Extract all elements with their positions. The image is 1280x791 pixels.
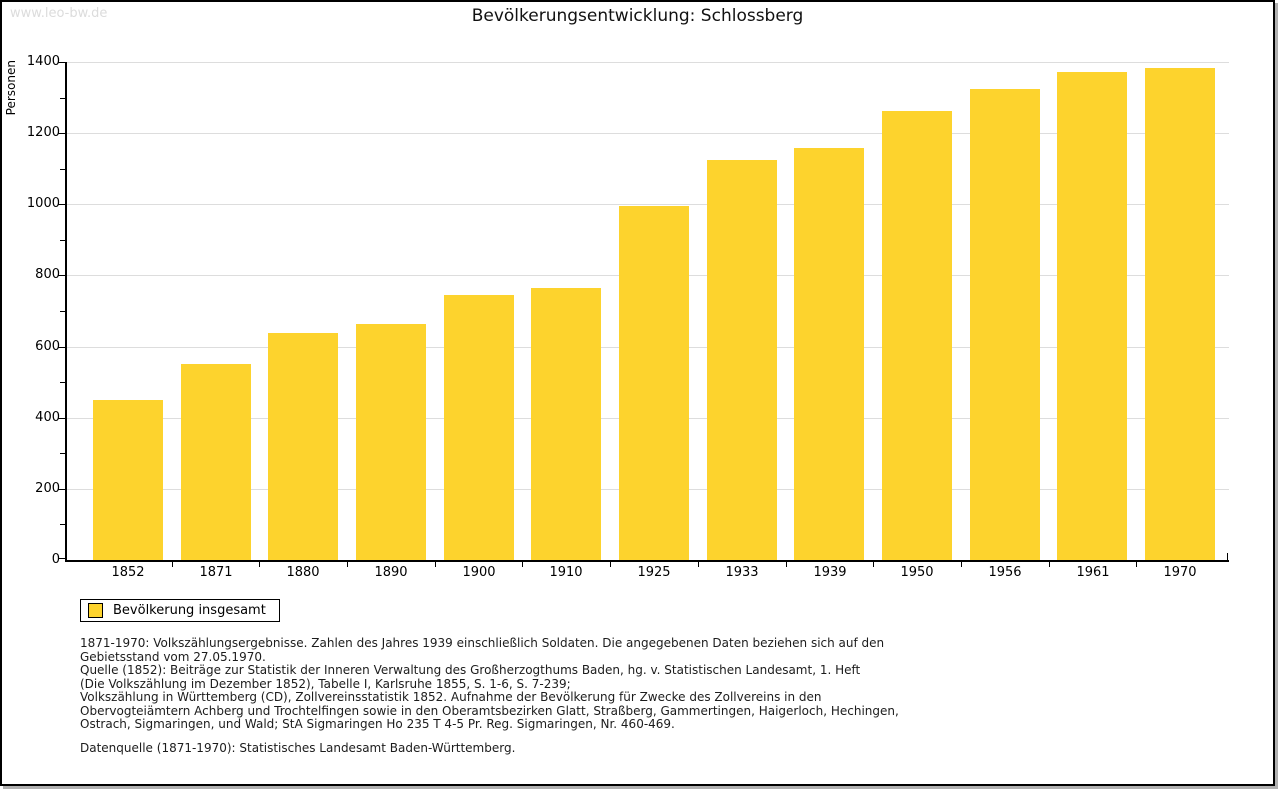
x-tick-label: 1880 <box>286 565 320 580</box>
y-minor-tick <box>60 240 65 241</box>
legend-swatch-icon <box>88 603 103 618</box>
x-boundary-tick <box>1049 562 1050 567</box>
y-tick-label: 200 <box>35 481 60 496</box>
x-tick-label: 1950 <box>900 565 934 580</box>
footnote-line: Quelle (1852): Beiträge zur Statistik de… <box>80 663 861 677</box>
y-major-tick <box>58 489 65 490</box>
legend: Bevölkerung insgesamt <box>80 599 280 622</box>
bar <box>1057 71 1127 560</box>
x-boundary-tick <box>259 562 260 567</box>
footnote-line: (Die Volkszählung im Dezember 1852), Tab… <box>80 676 571 691</box>
y-major-tick <box>58 275 65 276</box>
bar <box>970 89 1040 560</box>
x-tick-label: 1970 <box>1163 565 1197 580</box>
y-minor-tick <box>60 169 65 170</box>
x-tick-label: 1900 <box>462 565 496 580</box>
x-axis-labels: 1852 1871 1880 1890 1900 1910 1925 1933 1939 1950… <box>67 565 1229 583</box>
x-boundary-tick <box>786 562 787 567</box>
y-tick-label: 0 <box>51 552 60 567</box>
gridline <box>67 204 1229 206</box>
y-minor-tick <box>60 311 65 312</box>
x-boundary-tick <box>961 562 962 567</box>
y-tick-label: 800 <box>35 267 60 282</box>
x-boundary-tick <box>873 562 874 567</box>
x-boundary-tick <box>347 562 348 567</box>
x-tick-label: 1852 <box>111 565 145 580</box>
bar <box>794 148 864 560</box>
y-minor-tick <box>60 98 65 99</box>
y-major-tick <box>58 204 65 205</box>
datasource-note: Datenquelle (1871-1970): Statistisches L… <box>80 741 516 755</box>
bar <box>707 160 777 560</box>
legend-label: Bevölkerung insgesamt <box>113 603 266 618</box>
gridline <box>67 62 1229 63</box>
y-tick-label: 1200 <box>26 125 60 140</box>
y-minor-tick <box>60 524 65 525</box>
bar <box>181 364 251 560</box>
bar <box>619 206 689 560</box>
x-tick-label: 1933 <box>725 565 759 580</box>
y-major-tick <box>58 558 65 559</box>
gridline <box>67 133 1229 135</box>
footnote-line: Gebietsstand vom 27.05.1970. <box>80 649 266 664</box>
bar <box>882 111 952 560</box>
x-tick-label: 1871 <box>199 565 233 580</box>
y-major-tick <box>58 418 65 419</box>
chart-title: Bevölkerungsentwicklung: Schlossberg <box>471 6 804 26</box>
bar <box>93 399 163 560</box>
bar <box>1145 68 1215 560</box>
footnote-line: Ostrach, Sigmaringen, und Wald; StA Sigm… <box>80 717 675 731</box>
bar <box>356 323 426 560</box>
y-minor-tick <box>60 382 65 383</box>
x-tick-label: 1956 <box>988 565 1022 580</box>
y-major-tick <box>58 62 65 63</box>
x-tick-label: 1910 <box>549 565 583 580</box>
x-boundary-tick <box>1136 562 1137 567</box>
x-tick-label: 1890 <box>374 565 408 580</box>
x-boundary-tick <box>698 562 699 567</box>
footnote-line: Volkszählung in Württemberg (CD), Zollve… <box>80 690 822 704</box>
x-axis-end-tick <box>1227 553 1228 560</box>
y-major-tick <box>58 347 65 348</box>
x-boundary-tick <box>172 562 173 567</box>
y-minor-tick <box>60 453 65 454</box>
x-boundary-tick <box>522 562 523 567</box>
x-boundary-tick <box>435 562 436 567</box>
x-tick-label: 1925 <box>637 565 671 580</box>
footnote-line: Obervogteiämtern Achberg und Trochtelfin… <box>80 703 899 718</box>
watermark: www.leo-bw.de <box>10 6 108 21</box>
bar <box>531 287 601 560</box>
y-major-tick <box>58 133 65 134</box>
x-tick-label: 1961 <box>1076 565 1110 580</box>
plot-area <box>58 62 1229 567</box>
y-axis-labels: 0 200 400 600 800 1000 1200 1400 <box>2 55 60 567</box>
footnote-line: 1871-1970: Volkszählungsergebnisse. Zahl… <box>80 636 885 650</box>
y-tick-label: 600 <box>35 339 60 354</box>
y-tick-label: 1000 <box>26 196 60 211</box>
bar <box>444 295 514 560</box>
y-tick-label: 400 <box>35 410 60 425</box>
bar <box>268 333 338 560</box>
footnotes: 1871-1970: Volkszählungsergebnisse. Zahl… <box>80 636 1200 732</box>
x-boundary-tick <box>610 562 611 567</box>
y-tick-label: 1400 <box>26 54 60 69</box>
x-tick-label: 1939 <box>813 565 847 580</box>
